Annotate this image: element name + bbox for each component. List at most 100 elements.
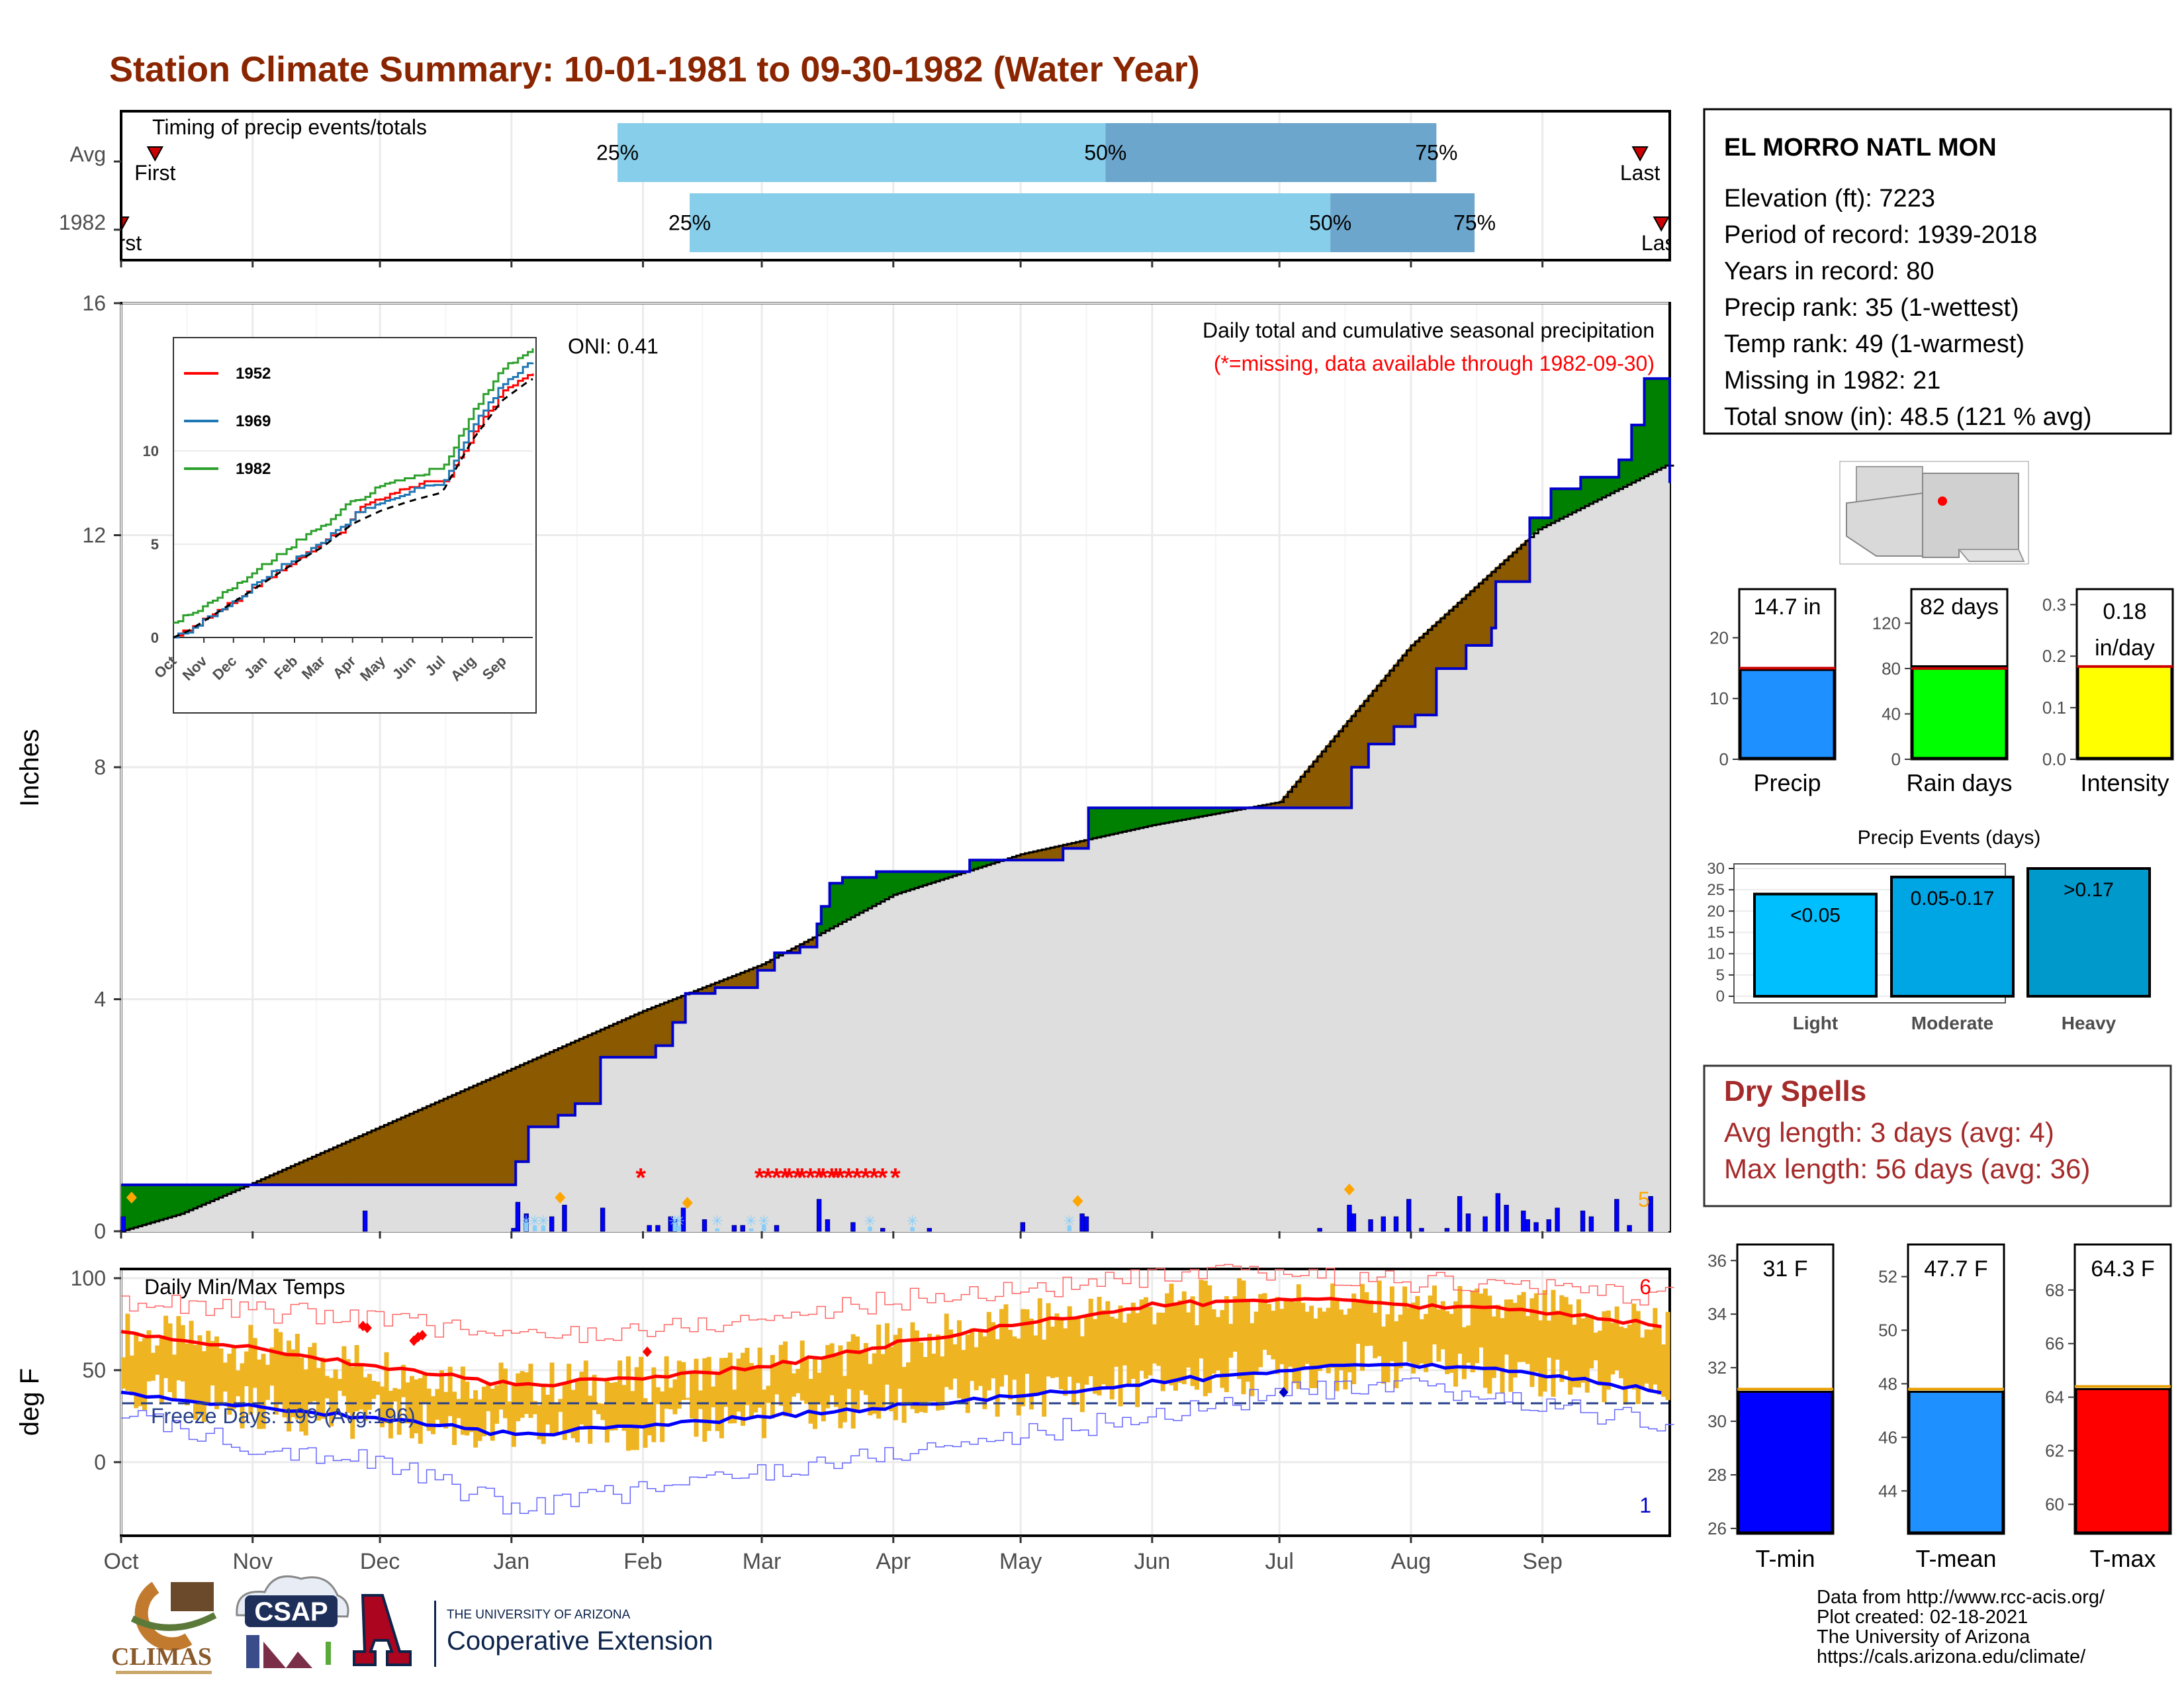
daily-temp-bar [1410, 1302, 1416, 1374]
footer-org: The University of Arizona [1817, 1626, 2030, 1648]
surplus-area [1118, 808, 1123, 833]
daily-temp-bar [999, 1309, 1005, 1387]
missing-data-marker: * [869, 1164, 880, 1193]
daily-precip-bar [515, 1201, 521, 1232]
daily-snow-bar [541, 1225, 546, 1231]
station-line: Elevation (ft): 7223 [1724, 185, 1935, 212]
daily-precip-bar [774, 1225, 780, 1232]
precip-areas [120, 377, 1674, 1233]
deficit-area [583, 1035, 588, 1104]
surplus-area [154, 1184, 159, 1222]
daily-temp-bar [1109, 1316, 1115, 1400]
daily-temp-bar [778, 1344, 784, 1406]
daily-temp-bar [796, 1368, 801, 1393]
daily-temp-bar [817, 1372, 822, 1405]
missing-data-marker: * [780, 1164, 790, 1193]
daily-precip-bar [880, 1228, 886, 1232]
events-y-tick-label: 20 [1707, 902, 1725, 920]
daily-temp-bar [159, 1336, 164, 1405]
daily-temp-bar [749, 1363, 754, 1417]
deficit-area [664, 1000, 669, 1046]
surplus-area [850, 877, 856, 918]
daily-temp-bar [469, 1398, 474, 1432]
daily-temp-bar [1640, 1337, 1645, 1389]
snow-glyph: ✳ [864, 1213, 876, 1229]
daily-precip-bar [1588, 1216, 1594, 1232]
daily-temp-bar [291, 1349, 296, 1417]
deficit-area [532, 1057, 537, 1127]
events-category-label: Light [1793, 1013, 1838, 1033]
temp-y-tick-label: 50 [82, 1358, 106, 1382]
surplus-area [868, 877, 873, 909]
deficit-area [320, 1150, 326, 1186]
daily-temp-bar [295, 1333, 300, 1420]
deficit-area [418, 1107, 423, 1186]
daily-temp-bar [1627, 1324, 1632, 1387]
daily-temp-bar [1330, 1283, 1336, 1368]
daily-temp-bar [986, 1311, 991, 1391]
university-name: THE UNIVERSITY OF ARIZONA [447, 1608, 631, 1622]
timing-mark-label: 75% [1415, 141, 1457, 165]
missing-data-marker: * [793, 1164, 803, 1193]
temp-bar-tick-label: 28 [1707, 1465, 1727, 1485]
daily-temp-bar [1551, 1289, 1556, 1397]
events-bar-label: <0.05 [1790, 905, 1841, 927]
daily-temp-bar [901, 1366, 907, 1423]
deficit-area [541, 1053, 546, 1127]
map-state-new-mexico [1922, 473, 2019, 558]
daily-temp-bar [574, 1378, 580, 1443]
daily-temp-bar [910, 1322, 915, 1409]
daily-temp-bar [324, 1376, 330, 1399]
climas-logo: CLIMAS [111, 1581, 217, 1674]
surplus-area [1164, 808, 1169, 823]
daily-temp-bar [1368, 1300, 1373, 1346]
surplus-area [1653, 378, 1658, 473]
daily-temp-bar [248, 1325, 253, 1415]
daily-temp-bar [579, 1372, 584, 1425]
deficit-area [337, 1143, 342, 1186]
daily-temp-bar [829, 1343, 835, 1395]
daily-precip-bar [1444, 1228, 1450, 1232]
daily-temp-bar [1181, 1291, 1187, 1385]
daily-precip-bar [731, 1225, 737, 1232]
daily-snow-bar [749, 1228, 754, 1231]
deficit-area [486, 1078, 491, 1186]
summary-bar-value-label: 82 days [1920, 594, 1999, 620]
daily-temp-bar [345, 1359, 351, 1413]
summary-bar-fill [2077, 665, 2173, 759]
daily-temp-bar [197, 1335, 203, 1415]
timing-row-label-1982: 1982 [59, 211, 106, 234]
daily-temp-bar [1449, 1313, 1454, 1373]
daily-precip-bar [1580, 1210, 1586, 1232]
deficit-area [1419, 633, 1424, 716]
deficit-area [1402, 649, 1407, 727]
deficit-area [439, 1098, 444, 1186]
precip-y-tick-label: 4 [94, 988, 106, 1011]
surplus-area [1134, 808, 1140, 829]
daily-snow-bar [715, 1228, 719, 1231]
daily-temp-bar [1220, 1310, 1225, 1388]
dry-spells-avg: Avg length: 3 days (avg: 4) [1724, 1117, 2054, 1148]
temp-bar-name: T-min [1756, 1545, 1815, 1572]
surplus-area [1169, 808, 1174, 823]
daily-precip-bar [1317, 1228, 1322, 1232]
deficit-area [634, 1012, 639, 1058]
summary-bar-fill [1739, 669, 1835, 759]
max-precip-marker [1072, 1195, 1083, 1207]
temp-bar-tick-label: 34 [1707, 1304, 1727, 1324]
daily-temp-bar [447, 1366, 453, 1417]
precip-daily-bars: ✳✳✳ ✳✳ ✳ ✳ ✳ ✳ ✳ ✳ [120, 1183, 1653, 1232]
daily-temp-bar [1470, 1290, 1475, 1373]
deficit-area [388, 1121, 393, 1186]
daily-temp-bar [1258, 1293, 1263, 1368]
surplus-area [1122, 808, 1127, 832]
deficit-area [316, 1152, 321, 1186]
daily-temp-bar [893, 1335, 898, 1421]
deficit-area [375, 1126, 381, 1186]
daily-temp-bar [634, 1367, 639, 1450]
daily-temp-bar [1461, 1327, 1467, 1380]
month-label: May [999, 1549, 1042, 1574]
daily-temp-bar [1101, 1310, 1106, 1385]
daily-temp-bar [863, 1342, 868, 1395]
daily-temp-bar [129, 1355, 134, 1396]
